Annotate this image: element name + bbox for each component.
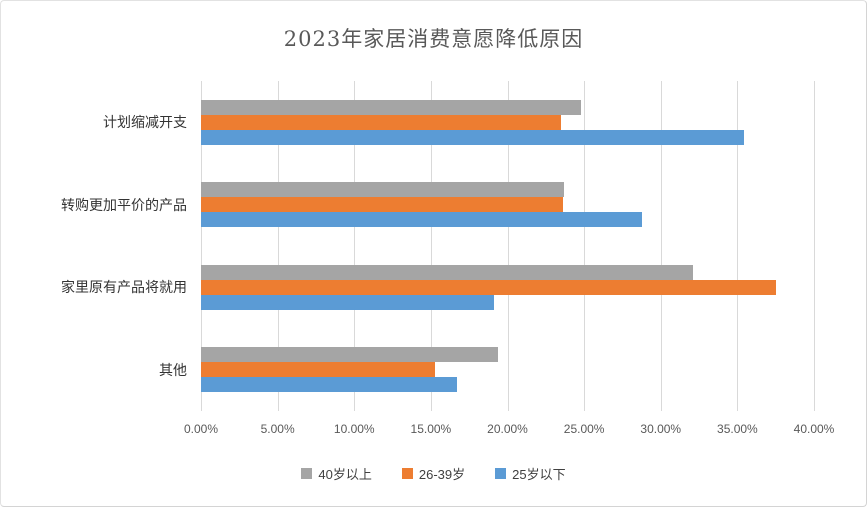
legend-swatch-icon <box>301 468 313 479</box>
category-label-1: 转购更加平价的产品 <box>61 197 187 214</box>
chart-title: 2023年家居消费意愿降低原因 <box>283 27 584 51</box>
bar-0-0 <box>201 99 582 115</box>
bar-1-1 <box>201 197 563 213</box>
bar-0-1 <box>201 182 565 198</box>
gridline-0.00% <box>201 81 202 411</box>
bar-2-3 <box>201 377 457 393</box>
category-label-3: 其他 <box>159 362 187 379</box>
bar-2-0 <box>201 129 744 145</box>
x-tick-label-7: 35.00% <box>717 422 758 436</box>
category-row-3 <box>201 329 814 412</box>
category-label-0: 计划缩减开支 <box>103 115 187 132</box>
x-tick-label-3: 15.00% <box>410 422 452 436</box>
bar-0-3 <box>201 347 499 363</box>
legend-swatch-icon <box>495 468 507 479</box>
x-tick-label-1: 5.00% <box>260 422 295 436</box>
plot-area <box>201 81 815 412</box>
legend-item-1: 26-39岁 <box>401 464 466 483</box>
bar-1-2 <box>201 279 776 295</box>
x-tick-label-5: 25.00% <box>563 422 605 436</box>
category-label-2: 家里原有产品将就用 <box>61 280 187 297</box>
x-tick-label-4: 20.00% <box>487 422 528 436</box>
legend-label: 26-39岁 <box>418 467 466 482</box>
legend-swatch-icon <box>401 468 413 479</box>
legend-item-2: 25岁以下 <box>495 464 566 483</box>
category-row-0 <box>201 81 814 164</box>
gridline-25.00% <box>584 81 586 411</box>
x-tick-label-0: 0.00% <box>183 422 219 436</box>
bar-0-2 <box>201 264 693 280</box>
gridline-20.00% <box>507 81 509 411</box>
legend-label: 25岁以下 <box>512 467 566 482</box>
bar-1-3 <box>201 362 436 378</box>
bar-2-2 <box>201 294 494 310</box>
gridline-10.00% <box>354 81 356 411</box>
legend-label: 40岁以上 <box>318 467 372 482</box>
bar-1-0 <box>201 114 562 130</box>
legend: 40岁以上 26-39岁 25岁以下 <box>1 464 866 483</box>
category-row-2 <box>201 246 814 329</box>
x-tick-label-2: 10.00% <box>333 422 375 436</box>
gridline-40.00% <box>814 81 815 411</box>
gridline-30.00% <box>660 81 662 411</box>
gridline-5.00% <box>277 81 279 411</box>
category-row-1 <box>201 164 814 247</box>
x-tick-label-8: 40.00% <box>793 422 835 436</box>
bar-2-1 <box>201 212 643 228</box>
legend-item-0: 40岁以上 <box>301 464 372 483</box>
gridline-35.00% <box>737 81 739 411</box>
x-tick-label-6: 30.00% <box>640 422 682 436</box>
gridline-15.00% <box>430 81 432 411</box>
